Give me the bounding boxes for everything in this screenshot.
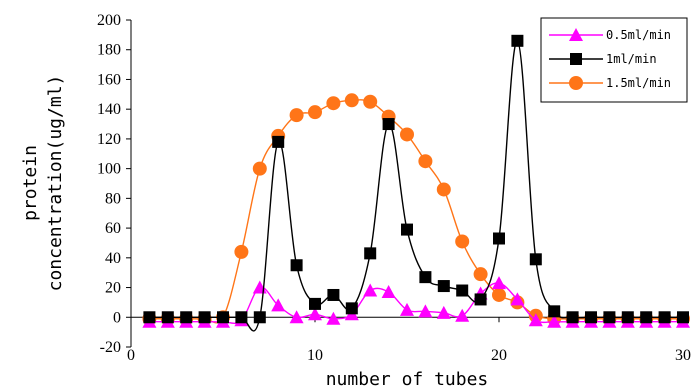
data-point (585, 311, 597, 324)
data-point (382, 118, 395, 131)
data-point (493, 232, 505, 245)
data-point (473, 267, 488, 282)
legend-label: 1ml/min (606, 52, 657, 66)
data-point (640, 311, 653, 324)
y-tick-label: 0 (113, 309, 121, 326)
y-tick-label: -20 (100, 339, 121, 356)
data-point (548, 305, 561, 318)
data-point (344, 93, 359, 108)
data-point (528, 313, 543, 327)
y-tick-label: 40 (105, 250, 121, 267)
data-point (418, 154, 433, 169)
data-point (437, 280, 450, 293)
data-point (252, 280, 267, 294)
data-point (234, 244, 249, 259)
data-point (327, 288, 340, 301)
data-point (566, 311, 579, 324)
data-point (492, 276, 506, 290)
y-tick-label: 140 (97, 101, 121, 118)
x-tick-label: 20 (491, 347, 507, 364)
legend-label: 0.5ml/min (606, 28, 671, 42)
data-point (419, 271, 432, 284)
y-tick-label: 80 (105, 190, 121, 207)
data-point (345, 302, 358, 315)
data-point (603, 311, 616, 324)
data-point (364, 247, 377, 260)
data-point (492, 287, 506, 302)
legend-entry: 1.5ml/min (549, 76, 671, 90)
data-point (547, 314, 562, 328)
data-point (436, 182, 451, 197)
data-point (180, 311, 193, 324)
plot-area (142, 34, 690, 332)
data-point (272, 135, 285, 148)
y-tick-label: 100 (97, 161, 121, 178)
data-point (474, 293, 487, 306)
y-axis-title-line: protein (20, 145, 41, 221)
x-axis-title: number of tubes (326, 369, 489, 390)
x-tick-label: 10 (307, 347, 323, 364)
data-point (309, 297, 321, 310)
data-point (529, 253, 542, 266)
data-point (363, 94, 378, 109)
data-point (511, 34, 524, 47)
legend-marker (569, 28, 583, 41)
data-point (455, 234, 470, 249)
data-point (289, 310, 304, 324)
data-point (143, 311, 156, 324)
data-point (677, 311, 689, 324)
data-point (400, 302, 414, 316)
data-point (326, 311, 341, 325)
data-point (161, 311, 174, 324)
legend-label: 1.5ml/min (606, 76, 671, 90)
data-point (381, 285, 396, 299)
data-point (217, 311, 229, 324)
data-point (510, 292, 525, 306)
y-tick-label: 180 (97, 42, 121, 59)
y-tick-label: 120 (97, 131, 121, 148)
data-point (253, 311, 266, 324)
tick-labels: -20 0 20 40 60 80 100 120 140 160 180 200 0 10 20 30 (97, 12, 691, 364)
legend-entry: 1ml/min (549, 52, 657, 66)
data-point (235, 311, 248, 324)
data-point (289, 108, 304, 123)
series-line (149, 99, 683, 324)
x-tick-label: 0 (127, 347, 135, 364)
data-point (308, 105, 322, 120)
data-point (308, 307, 322, 321)
data-point (252, 161, 267, 176)
y-axis-title: protein concentration(ug/ml) (20, 75, 66, 292)
y-tick-label: 20 (105, 280, 121, 297)
data-point (436, 305, 451, 319)
x-tick-label: 30 (675, 347, 691, 364)
y-tick-label: 160 (97, 71, 121, 88)
legend-marker (569, 76, 583, 90)
y-tick-label: 200 (97, 12, 121, 29)
y-axis-title-line: concentration(ug/ml) (45, 75, 66, 292)
series-line (149, 40, 683, 332)
data-point (401, 223, 413, 236)
data-point (455, 308, 470, 322)
data-point (363, 283, 378, 297)
legend: 0.5ml/min 1ml/min 1.5ml/min (540, 17, 688, 103)
legend-entry: 0.5ml/min (549, 28, 671, 42)
y-tick-label: 60 (105, 220, 121, 237)
data-point (621, 311, 634, 324)
data-point (326, 96, 341, 111)
data-point (456, 284, 469, 297)
data-point (658, 311, 671, 324)
legend-box (540, 17, 688, 103)
data-point (290, 259, 303, 272)
data-point (400, 127, 414, 142)
data-point (198, 311, 211, 324)
data-point (418, 304, 433, 318)
series-square (143, 34, 689, 332)
series-circle (142, 93, 690, 326)
legend-marker (570, 53, 582, 65)
data-point (271, 298, 286, 312)
